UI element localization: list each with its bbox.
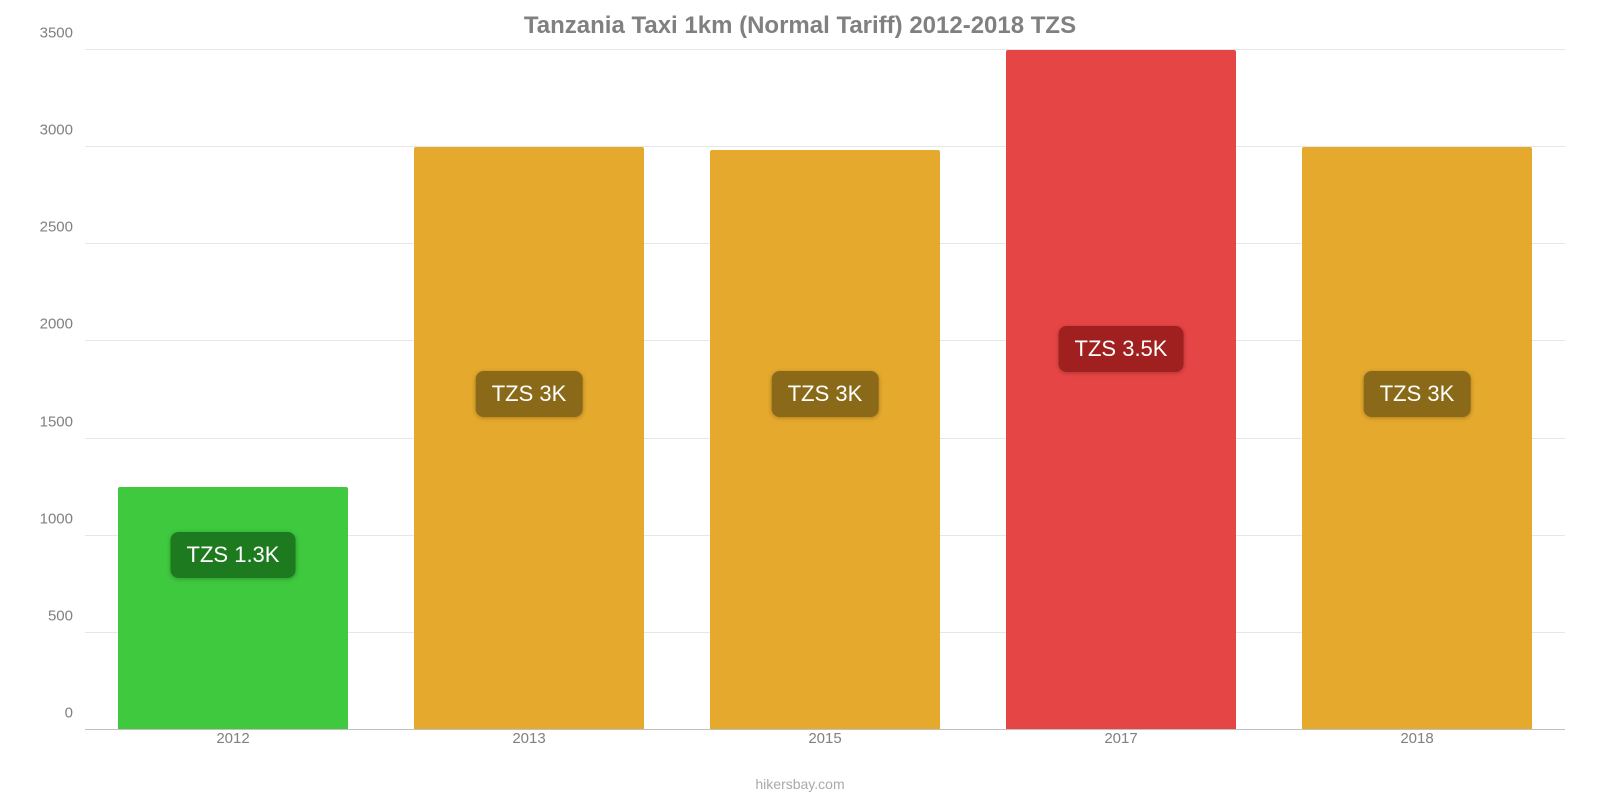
bar-value-badge: TZS 3K (1364, 371, 1471, 417)
bar-value-badge: TZS 3K (476, 371, 583, 417)
bar-value-badge: TZS 1.3K (171, 532, 296, 578)
source-attribution: hikersbay.com (0, 776, 1600, 792)
y-tick-label: 500 (48, 607, 73, 624)
y-axis: 0500100015002000250030003500 (0, 50, 85, 730)
x-axis: 20122013201520172018 (85, 730, 1565, 760)
axis-baseline (85, 729, 1565, 730)
x-tick-label: 2017 (973, 730, 1269, 760)
y-tick-label: 3500 (40, 25, 73, 42)
bar: TZS 3K (414, 147, 645, 730)
y-tick-label: 1500 (40, 413, 73, 430)
x-tick-label: 2015 (677, 730, 973, 760)
chart-title: Tanzania Taxi 1km (Normal Tariff) 2012-2… (0, 0, 1600, 48)
bar-value-badge: TZS 3.5K (1059, 326, 1184, 372)
y-tick-label: 2500 (40, 219, 73, 236)
y-tick-label: 0 (65, 705, 73, 722)
bar: TZS 3.5K (1006, 50, 1237, 730)
y-tick-label: 3000 (40, 122, 73, 139)
bars-row: TZS 1.3K TZS 3K TZS 3K TZS 3.5K TZS 3K (85, 50, 1565, 730)
x-tick-label: 2013 (381, 730, 677, 760)
bar: TZS 3K (1302, 147, 1533, 730)
x-tick-label: 2018 (1269, 730, 1565, 760)
bar: TZS 1.3K (118, 487, 349, 730)
bar-value-badge: TZS 3K (772, 371, 879, 417)
bar: TZS 3K (710, 150, 941, 730)
x-tick-label: 2012 (85, 730, 381, 760)
plot-area: TZS 1.3K TZS 3K TZS 3K TZS 3.5K TZS 3K (85, 50, 1565, 730)
bar-slot: TZS 3K (677, 50, 973, 730)
bar-slot: TZS 3.5K (973, 50, 1269, 730)
y-tick-label: 2000 (40, 316, 73, 333)
bar-slot: TZS 3K (381, 50, 677, 730)
bar-slot: TZS 1.3K (85, 50, 381, 730)
y-tick-label: 1000 (40, 510, 73, 527)
bar-slot: TZS 3K (1269, 50, 1565, 730)
chart-container: Tanzania Taxi 1km (Normal Tariff) 2012-2… (0, 0, 1600, 800)
